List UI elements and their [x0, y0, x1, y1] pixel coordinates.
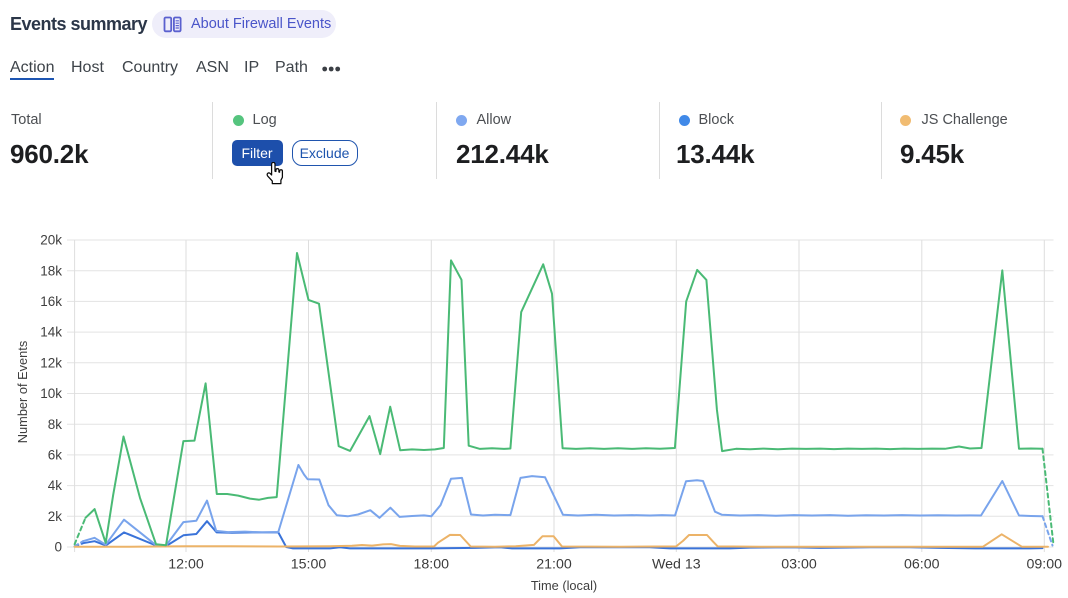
svg-text:14k: 14k [40, 325, 62, 340]
svg-text:Time (local): Time (local) [531, 578, 597, 593]
svg-text:Number of Events: Number of Events [15, 341, 30, 443]
svg-text:18k: 18k [40, 263, 62, 278]
svg-text:21:00: 21:00 [536, 557, 572, 573]
svg-text:12k: 12k [40, 355, 62, 370]
svg-text:18:00: 18:00 [414, 557, 450, 573]
svg-text:8k: 8k [48, 417, 63, 432]
svg-text:6k: 6k [48, 448, 63, 463]
svg-text:10k: 10k [40, 386, 62, 401]
svg-text:20k: 20k [40, 233, 62, 248]
svg-text:15:00: 15:00 [291, 557, 327, 573]
svg-text:2k: 2k [48, 509, 63, 524]
svg-text:4k: 4k [48, 478, 63, 493]
svg-text:Wed 13: Wed 13 [652, 557, 701, 573]
svg-text:16k: 16k [40, 294, 62, 309]
svg-text:03:00: 03:00 [781, 557, 817, 573]
svg-text:09:00: 09:00 [1027, 557, 1063, 573]
svg-text:12:00: 12:00 [168, 557, 204, 573]
svg-text:0: 0 [54, 540, 62, 555]
svg-text:06:00: 06:00 [904, 557, 940, 573]
